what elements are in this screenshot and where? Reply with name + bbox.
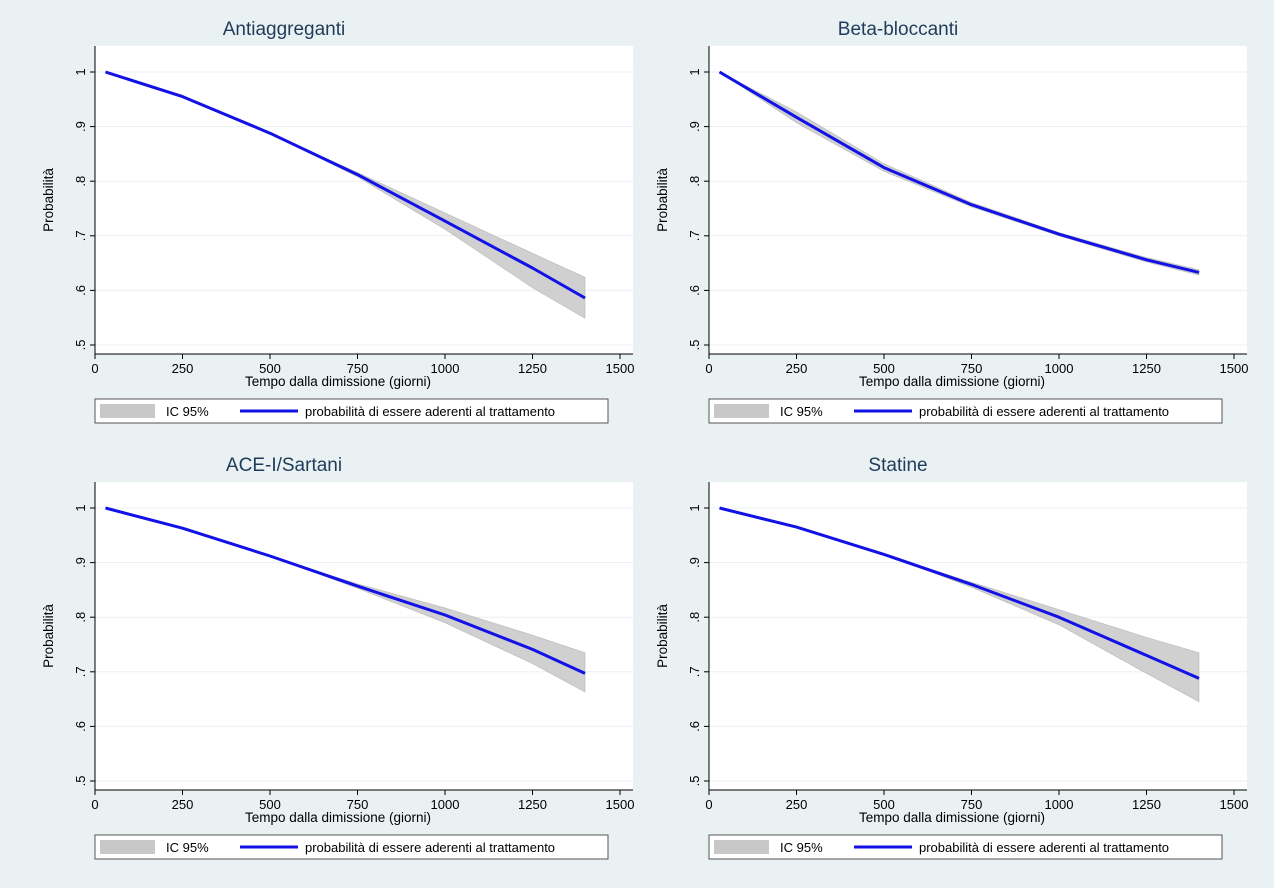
y-axis-label: Probabilità	[41, 604, 56, 668]
chart-title: Statine	[868, 455, 927, 476]
y-tick-label: .7	[73, 230, 88, 241]
x-tick-label: 1000	[431, 361, 460, 376]
y-tick-label: 1	[687, 504, 702, 511]
x-tick-label: 1000	[1045, 797, 1074, 812]
legend-label-line: probabilità di essere aderenti al tratta…	[919, 840, 1169, 855]
y-tick-label: 1	[73, 504, 88, 511]
legend-label-ci: IC 95%	[166, 840, 209, 855]
x-axis-label: Tempo dalla dimissione (giorni)	[859, 810, 1045, 825]
x-tick-label: 0	[705, 797, 712, 812]
y-axis-label: Probabilità	[41, 168, 56, 232]
x-tick-label: 250	[172, 361, 194, 376]
legend-label-line: probabilità di essere aderenti al tratta…	[305, 840, 555, 855]
legend-label-ci: IC 95%	[166, 404, 209, 419]
y-tick-label: .8	[687, 176, 702, 187]
y-tick-label: .8	[73, 176, 88, 187]
plot-area	[709, 46, 1247, 354]
plot-area	[95, 482, 633, 790]
plot-area	[95, 46, 633, 354]
x-tick-label: 1500	[1220, 361, 1249, 376]
legend: IC 95% probabilità di essere aderenti al …	[709, 399, 1222, 423]
x-tick-label: 0	[91, 797, 98, 812]
chart-panel: Antiaggreganti.5.6.7.8.910 250 500 750 1000 1…	[41, 19, 634, 423]
legend-label-line: probabilità di essere aderenti al tratta…	[305, 404, 555, 419]
legend: IC 95% probabilità di essere aderenti al …	[95, 835, 608, 859]
x-tick-label: 250	[172, 797, 194, 812]
x-tick-label: 1250	[518, 361, 547, 376]
x-tick-label: 250	[786, 361, 808, 376]
y-tick-label: .6	[687, 721, 702, 732]
y-axis-label: Probabilità	[655, 168, 670, 232]
chart-title: Antiaggreganti	[223, 19, 346, 40]
x-tick-label: 1500	[606, 361, 635, 376]
y-tick-label: .5	[687, 776, 702, 787]
y-tick-label: .7	[73, 666, 88, 677]
x-tick-label: 250	[786, 797, 808, 812]
y-tick-label: .5	[73, 340, 88, 351]
legend-swatch-band	[100, 840, 155, 854]
x-axis-label: Tempo dalla dimissione (giorni)	[859, 374, 1045, 389]
legend-label-ci: IC 95%	[780, 840, 823, 855]
x-tick-label: 1500	[1220, 797, 1249, 812]
legend-swatch-band	[100, 404, 155, 418]
y-axis-label: Probabilità	[655, 604, 670, 668]
chart-panel: Statine.5.6.7.8.910 250 500 750 1000 1250 1500…	[655, 455, 1248, 859]
y-tick-label: .9	[73, 121, 88, 132]
x-tick-label: 1250	[1132, 361, 1161, 376]
y-tick-label: .9	[687, 121, 702, 132]
y-tick-label: 1	[687, 68, 702, 75]
x-tick-label: 1250	[518, 797, 547, 812]
legend-swatch-band	[714, 404, 769, 418]
y-tick-label: .9	[687, 557, 702, 568]
y-tick-label: .7	[687, 230, 702, 241]
y-tick-label: .7	[687, 666, 702, 677]
x-tick-label: 1500	[606, 797, 635, 812]
chart-panel: ACE-I/Sartani.5.6.7.8.910 250 500 750 1000 12…	[41, 455, 634, 859]
y-tick-label: .8	[73, 612, 88, 623]
y-tick-label: .6	[73, 721, 88, 732]
y-tick-label: .5	[687, 340, 702, 351]
chart-title: ACE-I/Sartani	[226, 455, 342, 476]
x-tick-label: 1000	[431, 797, 460, 812]
plot-area	[709, 482, 1247, 790]
y-tick-label: 1	[73, 68, 88, 75]
x-axis-label: Tempo dalla dimissione (giorni)	[245, 810, 431, 825]
y-tick-label: .6	[687, 285, 702, 296]
legend-swatch-band	[714, 840, 769, 854]
legend: IC 95% probabilità di essere aderenti al …	[95, 399, 608, 423]
x-tick-label: 0	[91, 361, 98, 376]
legend-label-ci: IC 95%	[780, 404, 823, 419]
x-tick-label: 0	[705, 361, 712, 376]
y-tick-label: .8	[687, 612, 702, 623]
chart-panel: Beta-bloccanti.5.6.7.8.910 250 500 750 1000 1…	[655, 19, 1248, 423]
chart-title: Beta-bloccanti	[838, 19, 958, 40]
legend: IC 95% probabilità di essere aderenti al …	[709, 835, 1222, 859]
x-tick-label: 1250	[1132, 797, 1161, 812]
y-tick-label: .5	[73, 776, 88, 787]
x-axis-label: Tempo dalla dimissione (giorni)	[245, 374, 431, 389]
y-tick-label: .9	[73, 557, 88, 568]
y-tick-label: .6	[73, 285, 88, 296]
x-tick-label: 1000	[1045, 361, 1074, 376]
legend-label-line: probabilità di essere aderenti al tratta…	[919, 404, 1169, 419]
